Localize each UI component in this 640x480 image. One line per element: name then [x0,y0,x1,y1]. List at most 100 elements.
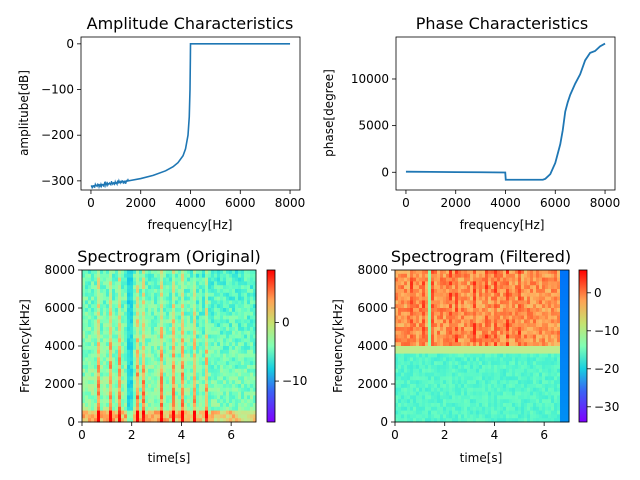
spectrogram-cell [524,334,528,339]
spectrogram-cell [560,357,564,362]
spectrogram-cell [112,281,116,286]
spectrogram-cell [187,346,191,351]
spectrogram-cell [148,372,152,377]
spectrogram-cell [398,308,402,313]
spectrogram-cell [467,292,471,297]
spectrogram-cell [560,418,564,423]
spectrogram-cell [121,338,125,343]
spectrogram-cell [395,368,399,373]
spectrogram-cell [515,368,519,373]
spectrogram-cell [470,384,474,389]
spectrogram-cell [500,292,504,297]
spectrogram-cell [434,403,438,408]
spectrogram-cell [250,372,254,377]
spectrogram-cell [181,338,185,343]
spectrogram-cell [142,270,146,275]
spectrogram-cell [169,418,173,423]
spectrogram-cell [437,403,441,408]
spectrogram-cell [512,395,516,400]
spectrogram-cell [404,315,408,320]
spectrogram-cell [503,330,507,335]
spectrogram-cell [476,330,480,335]
spectrogram-cell [476,365,480,370]
spectrogram-cell [548,372,552,377]
spectrogram-cell [100,308,104,313]
spectrogram-cell [500,300,504,305]
spectrogram-cell [479,273,483,278]
spectrogram-cell [515,365,519,370]
spectrogram-cell [157,387,161,392]
spectrogram-cell [193,308,197,313]
spectrogram-cell [139,319,143,324]
spectrogram-cell [401,391,405,396]
spectrogram-cell [127,353,131,358]
spectrogram-cell [214,418,218,423]
spectrogram-cell [482,330,486,335]
spectrogram-cell [401,289,405,294]
spectrogram-cell [566,361,570,366]
spectrogram-cell [94,380,98,385]
spectrogram-cell [229,300,233,305]
spectrogram-cell [112,406,116,411]
spectrogram-cell [395,406,399,411]
spectrogram-cell [82,346,86,351]
spectrogram-cell [440,372,444,377]
spectrogram-cell [250,410,254,415]
spectrogram-cell [554,342,558,347]
spectrogram-cell [464,353,468,358]
spectrogram-cell [446,372,450,377]
spectrogram-cell [560,281,564,286]
spectrogram-cell [509,285,513,290]
spectrogram-cell [419,327,423,332]
spectrogram-cell [136,418,140,423]
spectrogram-cell [199,308,203,313]
spectrogram-cell [238,289,242,294]
spectrogram-cell [238,376,242,381]
spectrogram-cell [395,395,399,400]
spectrogram-cell [506,357,510,362]
spectrogram-cell [205,308,209,313]
spectrogram-cell [554,395,558,400]
spectrogram-cell [533,338,537,343]
spectrogram-cell [106,270,110,275]
spectrogram-cell [548,342,552,347]
spectrogram-cell [497,296,501,301]
spectrogram-cell [410,384,414,389]
spectrogram-cell [199,414,203,419]
spectrogram-cell [479,418,483,423]
colorbar-tick-label: 0 [282,316,290,330]
spectrogram-cell [250,292,254,297]
spectrogram-cell [497,304,501,309]
spectrogram-cell [151,349,155,354]
spectrogram-cell [118,334,122,339]
spectrogram-cell [464,342,468,347]
spectrogram-cell [494,410,498,415]
spectrogram-cell [82,353,86,358]
y-tick-label: 2000 [44,377,75,391]
spectrogram-cell [494,285,498,290]
spectrogram-cell [223,395,227,400]
spectrogram-cell [419,323,423,328]
spectrogram-cell [154,418,158,423]
spectrogram-cell [169,315,173,320]
spectrogram-cell [94,387,98,392]
spectrogram-cell [127,327,131,332]
spectrogram-cell [470,387,474,392]
spectrogram-cell [491,285,495,290]
spectrogram-cell [500,372,504,377]
spectrogram-cell [422,368,426,373]
spectrogram-cell [485,399,489,404]
spectrogram-cell [226,281,230,286]
spectrogram-cell [416,418,420,423]
spectrogram-cell [527,418,531,423]
spectrogram-cell [548,285,552,290]
spectrogram-cell [217,372,221,377]
spectrogram-cell [440,296,444,301]
spectrogram-cell [458,395,462,400]
spectrogram-cell [247,311,251,316]
spectrogram-cell [181,357,185,362]
spectrogram-cell [563,292,567,297]
spectrogram-cell [551,372,555,377]
spectrogram-cell [196,406,200,411]
spectrogram-cell [425,281,429,286]
